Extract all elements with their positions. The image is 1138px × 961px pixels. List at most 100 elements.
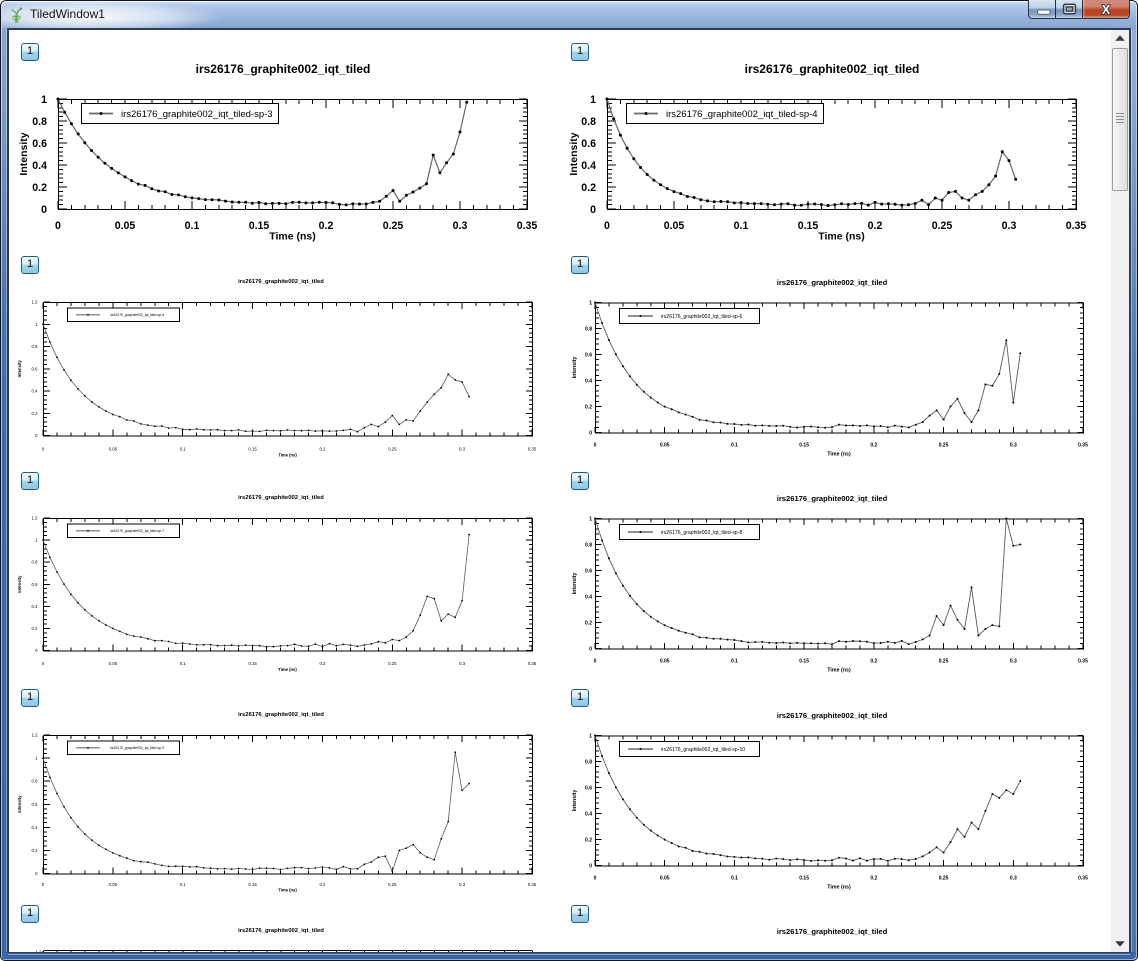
svg-text:0.25: 0.25 (939, 443, 949, 449)
svg-text:0.25: 0.25 (388, 882, 397, 887)
svg-text:0.8: 0.8 (585, 542, 592, 548)
svg-text:0.6: 0.6 (585, 352, 592, 358)
svg-text:0.15: 0.15 (248, 882, 257, 887)
svg-text:0: 0 (35, 433, 38, 438)
svg-text:0: 0 (55, 220, 61, 232)
svg-text:Time (ns): Time (ns) (827, 885, 851, 891)
svg-text:0.05: 0.05 (660, 876, 670, 882)
svg-text:0.8: 0.8 (581, 116, 596, 128)
svg-text:0.1: 0.1 (734, 220, 749, 232)
svg-text:0.25: 0.25 (383, 220, 404, 232)
svg-text:0.3: 0.3 (459, 882, 466, 887)
svg-text:0.4: 0.4 (581, 160, 596, 172)
svg-text:0.8: 0.8 (585, 759, 592, 765)
svg-text:irs26176_graphite002_iqt_tiled: irs26176_graphite002_iqt_tiled-sp-4 (666, 109, 818, 120)
svg-text:0.2: 0.2 (870, 876, 877, 882)
svg-text:0: 0 (589, 863, 592, 869)
svg-text:1.2: 1.2 (32, 733, 39, 738)
svg-text:0.3: 0.3 (1010, 659, 1017, 665)
svg-text:0.2: 0.2 (585, 620, 592, 626)
svg-text:0.6: 0.6 (585, 568, 592, 574)
svg-text:0.15: 0.15 (248, 661, 257, 666)
svg-text:0.35: 0.35 (528, 882, 537, 887)
svg-text:0.2: 0.2 (319, 220, 334, 232)
svg-text:0.15: 0.15 (799, 443, 809, 449)
svg-text:1: 1 (35, 756, 38, 761)
svg-text:0.3: 0.3 (1010, 876, 1017, 882)
svg-text:0: 0 (590, 204, 596, 216)
svg-text:0.1: 0.1 (731, 443, 738, 449)
svg-text:0.35: 0.35 (1078, 876, 1088, 882)
svg-text:1: 1 (590, 94, 596, 106)
svg-text:0: 0 (42, 447, 45, 452)
svg-text:0.25: 0.25 (932, 220, 953, 232)
svg-text:0.6: 0.6 (581, 138, 596, 150)
svg-text:0.2: 0.2 (870, 443, 877, 449)
svg-text:irs26176_graphite002_iqt_tiled: irs26176_graphite002_iqt_tiled-sp-7 (110, 529, 164, 533)
svg-text:0: 0 (35, 871, 38, 876)
svg-text:0.35: 0.35 (1078, 443, 1088, 449)
svg-text:0: 0 (604, 220, 610, 232)
svg-text:1: 1 (35, 322, 38, 327)
svg-text:0.05: 0.05 (660, 659, 670, 665)
svg-text:0.05: 0.05 (115, 220, 136, 232)
svg-text:irs26176_graphite002_iqt_tiled: irs26176_graphite002_iqt_tiled-sp-10 (661, 747, 745, 753)
svg-text:1.2: 1.2 (32, 516, 39, 521)
svg-text:0: 0 (594, 876, 597, 882)
svg-text:Time (ns): Time (ns) (269, 231, 315, 243)
svg-text:0.4: 0.4 (32, 160, 47, 172)
svg-text:0.15: 0.15 (249, 220, 270, 232)
svg-text:0.1: 0.1 (180, 661, 187, 666)
svg-text:1.2: 1.2 (36, 950, 43, 953)
svg-text:0.2: 0.2 (870, 659, 877, 665)
svg-text:Time (ns): Time (ns) (278, 453, 297, 458)
svg-text:0.3: 0.3 (453, 220, 468, 232)
svg-text:0.15: 0.15 (799, 659, 809, 665)
svg-text:1: 1 (41, 94, 47, 106)
svg-text:Intensity: Intensity (17, 795, 22, 813)
svg-text:0.1: 0.1 (731, 659, 738, 665)
svg-text:Time (ns): Time (ns) (278, 667, 297, 672)
svg-text:0.6: 0.6 (32, 582, 39, 587)
svg-text:1: 1 (35, 538, 38, 543)
svg-text:0.2: 0.2 (585, 404, 592, 410)
svg-text:0.15: 0.15 (799, 876, 809, 882)
svg-text:Intensity: Intensity (572, 357, 578, 379)
svg-text:0.05: 0.05 (109, 882, 118, 887)
svg-text:0.1: 0.1 (180, 882, 187, 887)
svg-text:Intensity: Intensity (17, 360, 22, 378)
svg-text:0.2: 0.2 (319, 447, 326, 452)
svg-text:0.4: 0.4 (585, 594, 592, 600)
svg-text:irs26176_graphite002_iqt_tiled: irs26176_graphite002_iqt_tiled-sp-8 (661, 530, 742, 536)
svg-text:0.6: 0.6 (32, 366, 39, 371)
svg-text:Time (ns): Time (ns) (827, 668, 851, 674)
svg-text:0.3: 0.3 (459, 447, 466, 452)
svg-text:0.05: 0.05 (109, 447, 118, 452)
svg-text:0.4: 0.4 (32, 389, 39, 394)
svg-text:0.2: 0.2 (319, 661, 326, 666)
svg-text:Intensity: Intensity (17, 575, 22, 593)
svg-text:0.2: 0.2 (32, 848, 39, 853)
svg-text:0: 0 (42, 661, 45, 666)
svg-text:0.35: 0.35 (528, 661, 537, 666)
svg-text:0: 0 (594, 659, 597, 665)
svg-text:0.35: 0.35 (528, 447, 537, 452)
svg-text:0.2: 0.2 (319, 882, 326, 887)
svg-text:0.4: 0.4 (585, 378, 592, 384)
svg-text:irs26176_graphite002_iqt_tiled: irs26176_graphite002_iqt_tiled-sp-6 (661, 314, 742, 320)
svg-text:1: 1 (589, 300, 592, 306)
svg-text:0.4: 0.4 (585, 811, 592, 817)
svg-text:Intensity: Intensity (18, 132, 30, 175)
svg-text:0.15: 0.15 (248, 447, 257, 452)
svg-text:0.2: 0.2 (32, 411, 39, 416)
svg-text:0.3: 0.3 (459, 661, 466, 666)
svg-text:0.05: 0.05 (660, 443, 670, 449)
svg-text:0: 0 (594, 443, 597, 449)
svg-text:Intensity: Intensity (568, 132, 580, 175)
svg-text:0.8: 0.8 (32, 116, 47, 128)
svg-text:0.8: 0.8 (32, 344, 39, 349)
svg-text:0: 0 (589, 430, 592, 436)
svg-text:Intensity: Intensity (572, 790, 578, 812)
svg-text:1: 1 (589, 516, 592, 522)
svg-text:0.6: 0.6 (585, 785, 592, 791)
